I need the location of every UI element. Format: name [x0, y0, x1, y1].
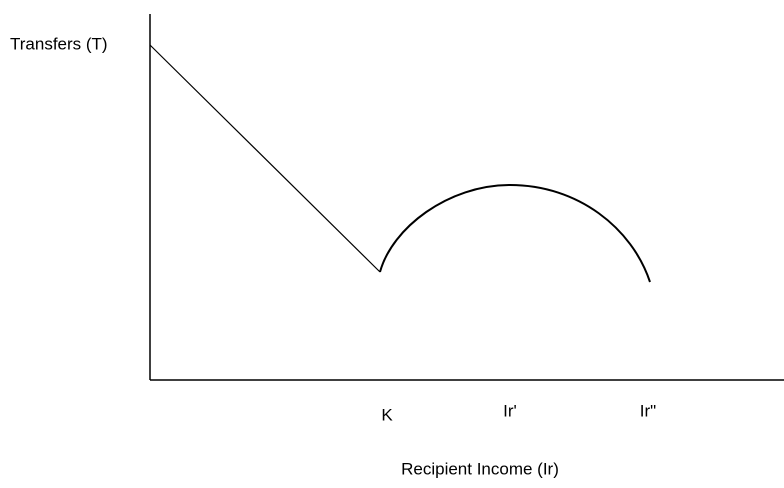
transfer-curve	[379, 183, 651, 283]
y-axis-label: Transfers (T)	[10, 34, 108, 53]
x-point-label: K	[381, 405, 393, 424]
x-axis-label: Recipient Income (Ir)	[401, 459, 559, 478]
x-point-label: Ir"	[640, 401, 656, 420]
x-point-label: Ir'	[503, 401, 517, 420]
transfer-line	[149, 44, 381, 273]
